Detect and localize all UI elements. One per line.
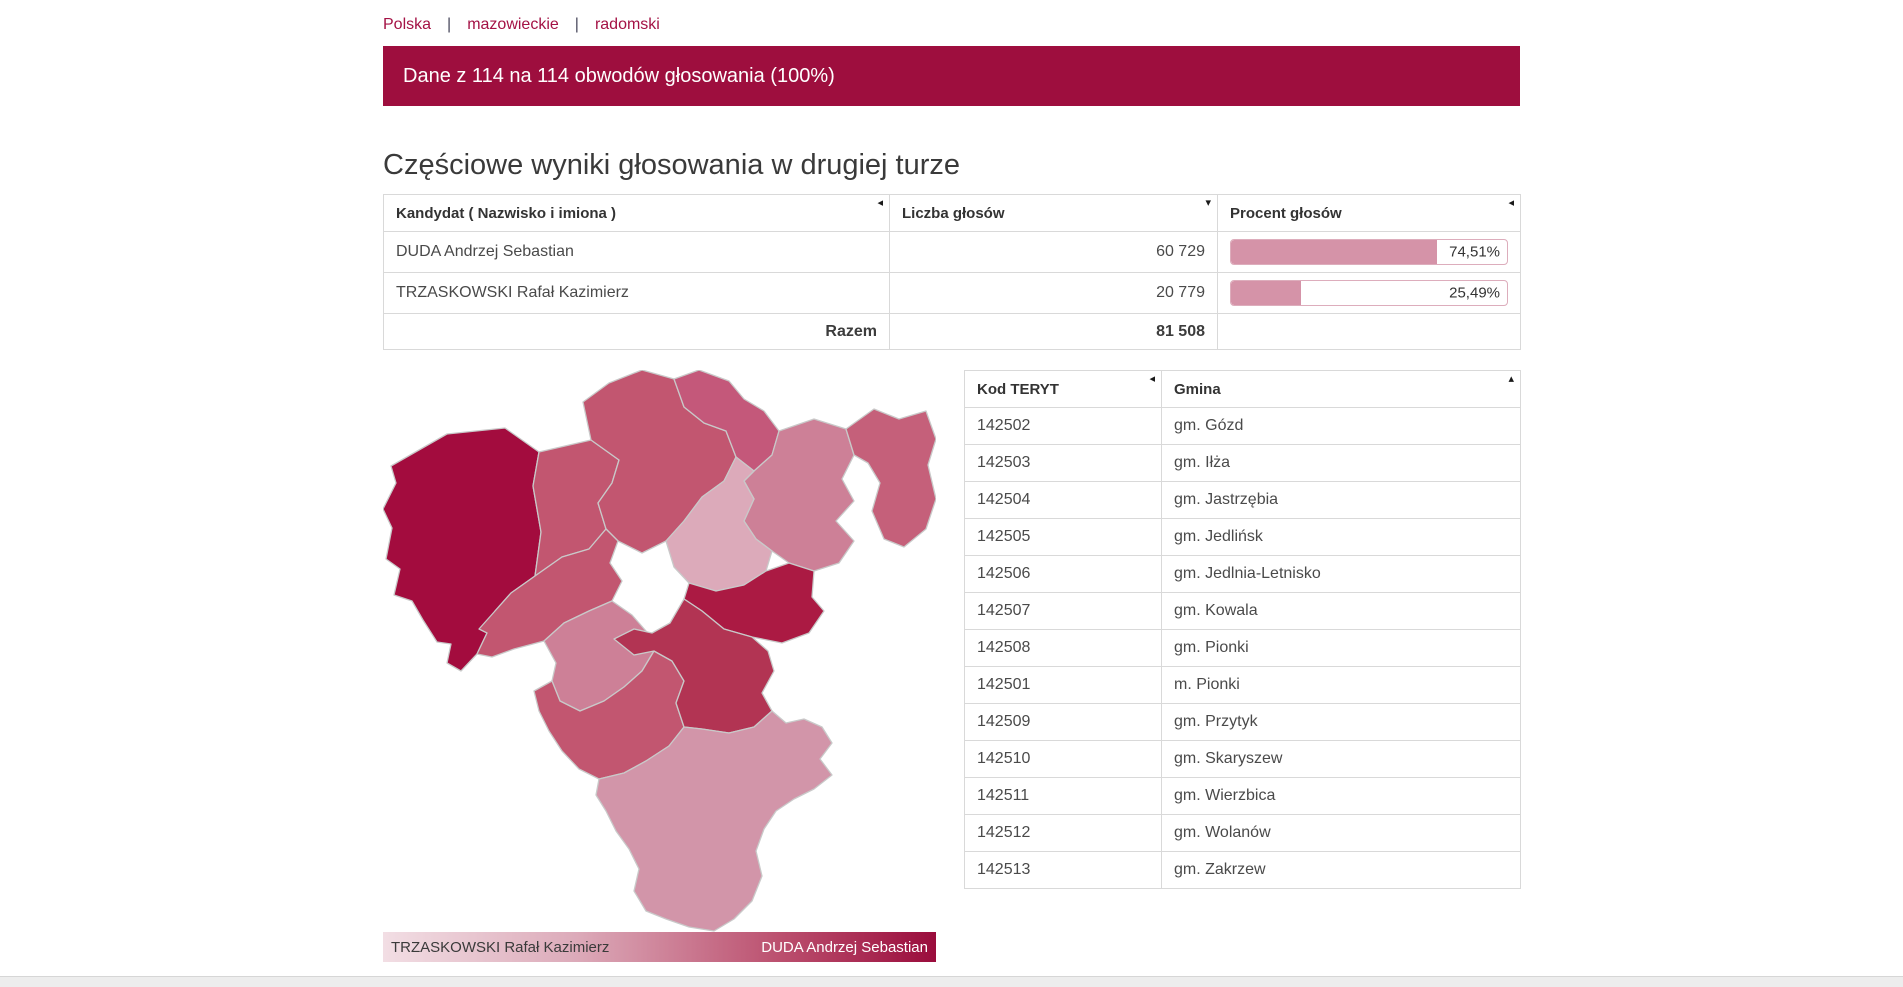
status-banner-text: Dane z 114 na 114 obwodów głosowania (10…: [403, 64, 835, 87]
percent-bar-fill: [1231, 281, 1302, 305]
footer-strip: [0, 976, 1903, 987]
sort-left-icon: ◂: [1508, 197, 1514, 209]
teryt-code[interactable]: 142501: [964, 666, 1162, 704]
teryt-code[interactable]: 142503: [964, 444, 1162, 482]
teryt-row[interactable]: 142504 gm. Jastrzębia: [964, 481, 1521, 519]
column-label: Procent głosów: [1230, 204, 1342, 222]
candidate-name: TRZASKOWSKI Rafał Kazimierz: [383, 272, 890, 314]
map-legend: TRZASKOWSKI Rafał Kazimierz DUDA Andrzej…: [383, 932, 936, 962]
map-region[interactable]: [595, 710, 833, 932]
teryt-code[interactable]: 142505: [964, 518, 1162, 556]
gmina-name[interactable]: gm. Przytyk: [1161, 703, 1521, 741]
percent-bar: 74,51%: [1230, 239, 1508, 265]
teryt-row[interactable]: 142503 gm. Iłża: [964, 444, 1521, 482]
page-title: Częściowe wyniki głosowania w drugiej tu…: [383, 149, 961, 181]
legend-label-trzaskowski: TRZASKOWSKI Rafał Kazimierz: [391, 938, 610, 956]
candidate-row: DUDA Andrzej Sebastian 60 729 74,51%: [383, 231, 1521, 273]
map-region[interactable]: [845, 408, 936, 548]
column-label: Gmina: [1174, 380, 1221, 398]
percent-bar: 25,49%: [1230, 280, 1508, 306]
teryt-code[interactable]: 142511: [964, 777, 1162, 815]
teryt-row[interactable]: 142511 gm. Wierzbica: [964, 777, 1521, 815]
breadcrumb-separator: |: [574, 16, 579, 33]
teryt-code[interactable]: 142513: [964, 851, 1162, 889]
candidate-votes: 60 729: [889, 231, 1218, 273]
map-region[interactable]: [665, 456, 773, 592]
sort-left-icon: ◂: [1149, 373, 1155, 385]
percent-bar-label: 25,49%: [1449, 284, 1500, 302]
teryt-code[interactable]: 142507: [964, 592, 1162, 630]
teryt-header-code[interactable]: Kod TERYT ◂: [964, 370, 1162, 408]
candidate-votes: 20 779: [889, 272, 1218, 314]
gmina-name[interactable]: gm. Pionki: [1161, 629, 1521, 667]
breadcrumb-link-radomski[interactable]: radomski: [594, 16, 660, 33]
candidate-percent-cell: 74,51%: [1217, 231, 1521, 273]
candidate-percent-cell: 25,49%: [1217, 272, 1521, 314]
teryt-row[interactable]: 142507 gm. Kowala: [964, 592, 1521, 630]
gmina-name[interactable]: gm. Zakrzew: [1161, 851, 1521, 889]
total-label: Razem: [383, 313, 890, 350]
column-label: Kod TERYT: [977, 380, 1059, 398]
total-votes: 81 508: [889, 313, 1218, 350]
legend-label-duda: DUDA Andrzej Sebastian: [761, 938, 928, 956]
column-label: Liczba głosów: [902, 204, 1005, 222]
gmina-name[interactable]: m. Pionki: [1161, 666, 1521, 704]
results-header-percent[interactable]: Procent głosów ◂: [1217, 194, 1521, 232]
teryt-code[interactable]: 142506: [964, 555, 1162, 593]
teryt-code[interactable]: 142512: [964, 814, 1162, 852]
map-and-table-area: TRZASKOWSKI Rafał Kazimierz DUDA Andrzej…: [383, 370, 1521, 962]
breadcrumb-separator: |: [447, 16, 452, 33]
candidate-row: TRZASKOWSKI Rafał Kazimierz 20 779 25,49%: [383, 272, 1521, 314]
teryt-row[interactable]: 142510 gm. Skaryszew: [964, 740, 1521, 778]
sort-left-icon: ◂: [877, 197, 883, 209]
teryt-header-gmina[interactable]: Gmina ▴: [1161, 370, 1521, 408]
teryt-code[interactable]: 142504: [964, 481, 1162, 519]
teryt-row[interactable]: 142512 gm. Wolanów: [964, 814, 1521, 852]
map-region[interactable]: [476, 528, 623, 658]
gmina-name[interactable]: gm. Jedlnia-Letnisko: [1161, 555, 1521, 593]
status-banner: Dane z 114 na 114 obwodów głosowania (10…: [383, 46, 1520, 106]
gmina-name[interactable]: gm. Jastrzębia: [1161, 481, 1521, 519]
gmina-name[interactable]: gm. Wierzbica: [1161, 777, 1521, 815]
breadcrumb-link-mazowieckie[interactable]: mazowieckie: [467, 16, 559, 33]
results-header-candidate[interactable]: Kandydat ( Nazwisko i imiona ) ◂: [383, 194, 890, 232]
teryt-row[interactable]: 142506 gm. Jedlnia-Letnisko: [964, 555, 1521, 593]
teryt-code[interactable]: 142510: [964, 740, 1162, 778]
content: Polska | mazowieckie | radomski Dane z 114 n…: [383, 0, 1521, 962]
total-percent-cell: [1217, 313, 1521, 350]
teryt-table: Kod TERYT ◂ Gmina ▴ 142502 gm. Gózd 142503…: [964, 370, 1521, 889]
percent-bar-fill: [1231, 240, 1437, 264]
sort-down-icon: ▾: [1205, 197, 1211, 209]
results-table: Kandydat ( Nazwisko i imiona ) ◂ Liczba …: [383, 194, 1521, 350]
gmina-name[interactable]: gm. Iłża: [1161, 444, 1521, 482]
teryt-row[interactable]: 142505 gm. Jedlińsk: [964, 518, 1521, 556]
teryt-row[interactable]: 142502 gm. Gózd: [964, 407, 1521, 445]
column-label: Kandydat ( Nazwisko i imiona ): [396, 204, 617, 222]
teryt-code[interactable]: 142509: [964, 703, 1162, 741]
teryt-table-wrap: Kod TERYT ◂ Gmina ▴ 142502 gm. Gózd 142503…: [964, 370, 1521, 889]
teryt-code[interactable]: 142508: [964, 629, 1162, 667]
total-row: Razem 81 508: [383, 313, 1521, 350]
gmina-name[interactable]: gm. Skaryszew: [1161, 740, 1521, 778]
candidate-name: DUDA Andrzej Sebastian: [383, 231, 890, 273]
gmina-name[interactable]: gm. Jedlińsk: [1161, 518, 1521, 556]
gmina-name[interactable]: gm. Wolanów: [1161, 814, 1521, 852]
teryt-row[interactable]: 142513 gm. Zakrzew: [964, 851, 1521, 889]
results-header-votes[interactable]: Liczba głosów ▾: [889, 194, 1218, 232]
teryt-row[interactable]: 142509 gm. Przytyk: [964, 703, 1521, 741]
teryt-row[interactable]: 142508 gm. Pionki: [964, 629, 1521, 667]
breadcrumb: Polska | mazowieckie | radomski: [383, 15, 1520, 35]
choropleth-map: TRZASKOWSKI Rafał Kazimierz DUDA Andrzej…: [383, 370, 936, 962]
percent-bar-label: 74,51%: [1449, 243, 1500, 261]
gmina-name[interactable]: gm. Kowala: [1161, 592, 1521, 630]
gmina-name[interactable]: gm. Gózd: [1161, 407, 1521, 445]
teryt-row[interactable]: 142501 m. Pionki: [964, 666, 1521, 704]
breadcrumb-link-polska[interactable]: Polska: [383, 16, 432, 33]
gmina-map-svg: [383, 370, 936, 932]
sort-up-icon: ▴: [1508, 373, 1514, 385]
teryt-code[interactable]: 142502: [964, 407, 1162, 445]
